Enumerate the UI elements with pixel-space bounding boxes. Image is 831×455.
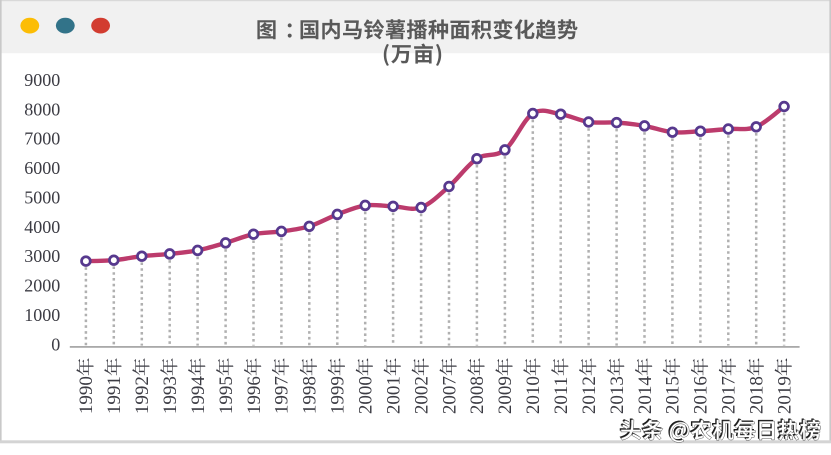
svg-text:2019: 2019 [774, 376, 795, 414]
svg-text:6000: 6000 [24, 158, 60, 178]
svg-text:1991: 1991 [104, 376, 125, 414]
svg-text:1997: 1997 [272, 376, 293, 414]
svg-text:2000: 2000 [24, 276, 60, 296]
svg-text:2011: 2011 [551, 377, 572, 414]
svg-text:2007: 2007 [439, 376, 460, 414]
svg-text:2012: 2012 [579, 376, 600, 414]
svg-text:2015: 2015 [663, 376, 684, 414]
svg-text:1995: 1995 [216, 376, 237, 414]
svg-text:2002: 2002 [411, 376, 432, 414]
svg-text:8000: 8000 [24, 99, 60, 119]
svg-text:2000: 2000 [356, 376, 377, 414]
svg-text:2001: 2001 [383, 376, 404, 414]
svg-text:2010: 2010 [523, 376, 544, 414]
svg-text:9000: 9000 [24, 70, 60, 90]
svg-text:2017: 2017 [719, 376, 740, 414]
svg-text:3000: 3000 [24, 246, 60, 266]
svg-text:1992: 1992 [132, 376, 153, 414]
svg-text:1996: 1996 [244, 376, 265, 414]
svg-text:1990: 1990 [76, 376, 97, 414]
svg-text:1994: 1994 [188, 376, 209, 415]
svg-text:1000: 1000 [24, 305, 60, 325]
svg-text:1998: 1998 [300, 376, 321, 414]
svg-text:2009: 2009 [495, 376, 516, 414]
svg-text:1999: 1999 [328, 376, 349, 414]
svg-text:1993: 1993 [160, 376, 181, 414]
svg-text:2008: 2008 [467, 376, 488, 414]
svg-text:2016: 2016 [691, 376, 712, 414]
svg-text:2014: 2014 [635, 376, 656, 415]
svg-text:4000: 4000 [24, 217, 60, 237]
svg-text:7000: 7000 [24, 129, 60, 149]
svg-text:5000: 5000 [24, 188, 60, 208]
svg-text:2018: 2018 [747, 376, 768, 414]
svg-text:2013: 2013 [607, 376, 628, 414]
svg-text:0: 0 [51, 334, 60, 354]
